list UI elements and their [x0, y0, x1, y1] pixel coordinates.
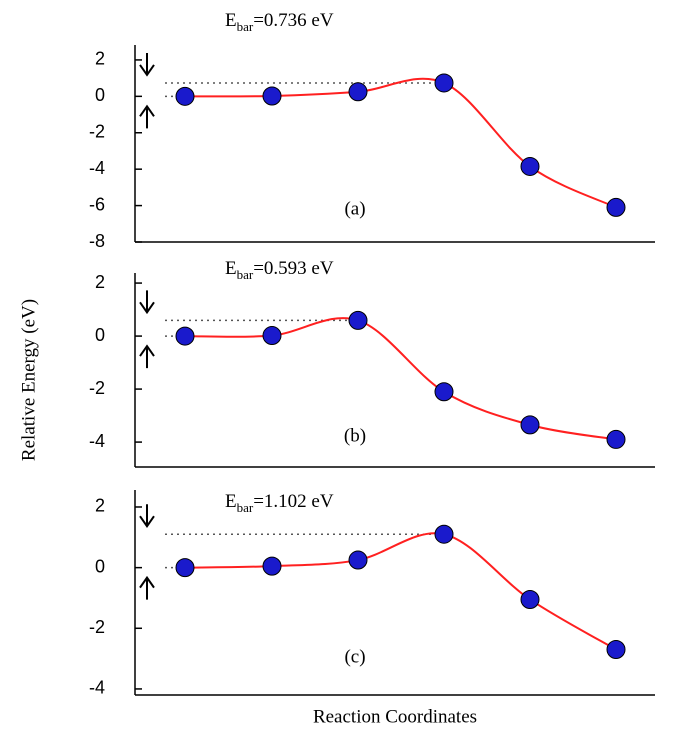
chart: Relative Energy (eV) Reaction Coordinate… — [0, 0, 675, 731]
annotation-value: =1.102 eV — [253, 491, 334, 512]
energy-point — [435, 525, 453, 543]
barrier-annotation: Ebar=1.102 eV — [225, 491, 334, 515]
y-tick-label: -2 — [89, 617, 105, 637]
annotation-symbol: E — [225, 258, 237, 279]
panel-label: (a) — [344, 198, 365, 219]
barrier-annotation: Ebar=0.736 eV — [225, 10, 334, 34]
energy-point — [176, 87, 194, 105]
energy-point — [349, 551, 367, 569]
panel-label: (b) — [344, 425, 366, 446]
y-tick-label: 0 — [95, 325, 105, 345]
arrow-up — [140, 346, 154, 368]
annotation-subscript: bar — [237, 267, 254, 282]
y-tick-label: -2 — [89, 378, 105, 398]
y-tick-label: -4 — [89, 678, 105, 698]
energy-point — [607, 430, 625, 448]
y-tick-label: 2 — [95, 496, 105, 516]
annotation-value: =0.736 eV — [253, 10, 334, 31]
energy-point — [263, 557, 281, 575]
panel-label: (c) — [344, 646, 365, 667]
y-axis-label: Relative Energy (eV) — [18, 299, 39, 461]
arrow-up — [140, 106, 154, 128]
arrow-up — [140, 578, 154, 600]
energy-curve — [185, 318, 616, 439]
energy-point — [263, 327, 281, 345]
energy-point — [521, 157, 539, 175]
annotation-subscript: bar — [237, 19, 254, 34]
y-tick-label: -6 — [89, 194, 105, 214]
barrier-annotation: Ebar=0.593 eV — [225, 258, 334, 282]
energy-point — [176, 559, 194, 577]
annotation-symbol: E — [225, 10, 237, 31]
x-axis-label: Reaction Coordinates — [313, 706, 477, 727]
energy-curve — [185, 533, 616, 649]
y-tick-label: 2 — [95, 272, 105, 292]
energy-point — [521, 590, 539, 608]
energy-point — [435, 383, 453, 401]
annotation-value: =0.593 eV — [253, 258, 334, 279]
arrow-down — [140, 504, 154, 526]
energy-point — [263, 87, 281, 105]
energy-point — [349, 311, 367, 329]
energy-point — [607, 198, 625, 216]
y-tick-label: -4 — [89, 431, 105, 451]
y-tick-label: -8 — [89, 231, 105, 251]
energy-point — [607, 641, 625, 659]
y-tick-label: 0 — [95, 85, 105, 105]
energy-curve — [185, 79, 616, 208]
energy-point — [176, 327, 194, 345]
energy-point — [521, 416, 539, 434]
energy-point — [435, 74, 453, 92]
y-tick-label: -4 — [89, 158, 105, 178]
annotation-symbol: E — [225, 491, 237, 512]
arrow-down — [140, 53, 154, 75]
y-tick-label: 0 — [95, 556, 105, 576]
annotation-subscript: bar — [237, 500, 254, 515]
y-tick-label: 2 — [95, 49, 105, 69]
arrow-down — [140, 290, 154, 312]
y-tick-label: -2 — [89, 122, 105, 142]
energy-point — [349, 83, 367, 101]
